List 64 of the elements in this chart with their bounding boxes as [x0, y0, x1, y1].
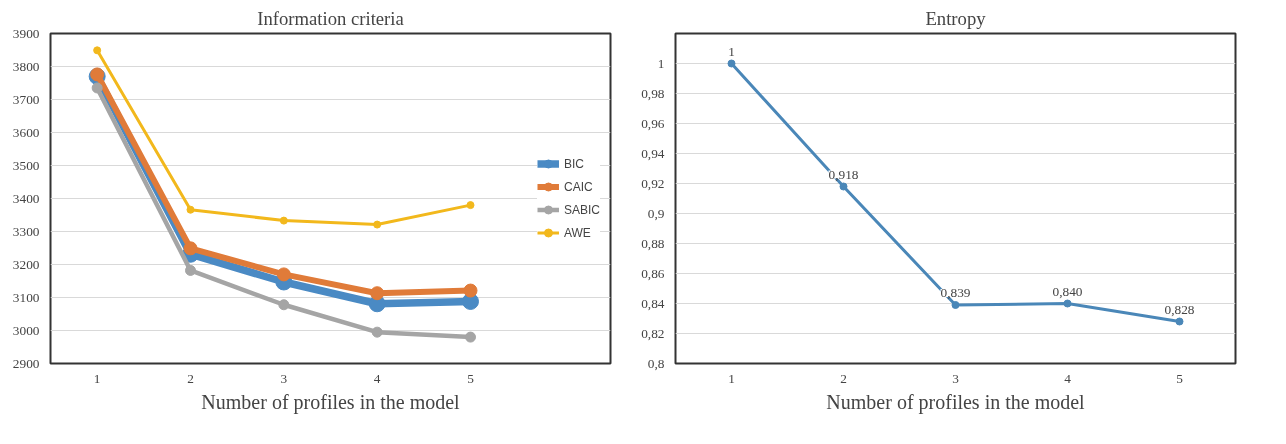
point	[276, 267, 291, 282]
chart-title: Information criteria	[257, 7, 405, 29]
x-tick-label: 4	[373, 370, 381, 386]
point	[93, 46, 102, 55]
y-tick-label: 3500	[12, 157, 40, 173]
x-tick-label: 1	[728, 370, 735, 386]
legend-label: SABIC	[563, 202, 600, 217]
data-label: 1	[728, 43, 735, 59]
x-tick-label: 2	[187, 370, 194, 386]
point	[727, 59, 736, 68]
x-tick-label: 1	[93, 370, 101, 386]
legend-label: BIC	[563, 156, 584, 171]
x-tick-label: 3	[280, 370, 288, 386]
y-tick-label: 0,96	[641, 115, 665, 131]
y-tick-label: 0,84	[641, 295, 665, 311]
x-tick-label: 5	[1176, 370, 1184, 386]
point	[91, 82, 103, 94]
y-tick-label: 3900	[12, 25, 40, 41]
point	[951, 301, 960, 309]
point	[370, 286, 385, 301]
point	[185, 264, 196, 276]
y-tick-label: 3600	[12, 124, 40, 140]
x-tick-label: 2	[840, 370, 847, 386]
point	[371, 326, 383, 338]
data-label: 0,840	[1052, 283, 1083, 299]
x-axis-title: Number of profiles in the model	[201, 390, 461, 414]
data-label: 0,828	[1164, 301, 1195, 317]
y-tick-label: 0,9	[647, 205, 665, 221]
y-tick-label: 2900	[12, 355, 40, 371]
x-axis-title: Number of profiles in the model	[826, 390, 1086, 414]
data-label: 0,918	[828, 166, 859, 182]
y-tick-label: 0,82	[641, 325, 665, 341]
legend-label: CAIC	[563, 179, 593, 194]
y-tick-label: 0,8	[647, 355, 665, 371]
point	[186, 205, 195, 214]
point	[463, 283, 478, 298]
point	[279, 216, 288, 225]
chart-title: Entropy	[925, 7, 987, 29]
y-tick-label: 0,94	[641, 145, 665, 161]
y-tick-label: 1	[657, 55, 665, 71]
y-tick-label: 0,88	[641, 235, 665, 251]
point	[1063, 299, 1072, 308]
point	[839, 182, 848, 191]
y-tick-label: 3800	[12, 58, 40, 74]
y-tick-label: 0,86	[641, 265, 665, 281]
y-tick-label: 3200	[12, 256, 40, 272]
y-tick-label: 0,98	[641, 85, 665, 101]
y-tick-label: 3000	[12, 322, 40, 338]
point	[278, 299, 290, 311]
y-tick-label: 3400	[12, 190, 40, 206]
point	[466, 201, 475, 210]
y-tick-label: 3300	[12, 223, 40, 239]
x-tick-label: 4	[1064, 370, 1072, 386]
x-tick-label: 5	[467, 370, 475, 386]
legend-label: AWE	[563, 225, 591, 240]
y-tick-label: 0,92	[641, 175, 665, 191]
y-tick-label: 3700	[12, 91, 40, 107]
point	[183, 241, 198, 256]
point	[1175, 317, 1184, 326]
x-tick-label: 3	[952, 370, 960, 386]
y-tick-label: 3100	[12, 289, 40, 305]
point	[465, 331, 476, 343]
data-label: 0,839	[940, 285, 971, 300]
point	[373, 220, 382, 229]
